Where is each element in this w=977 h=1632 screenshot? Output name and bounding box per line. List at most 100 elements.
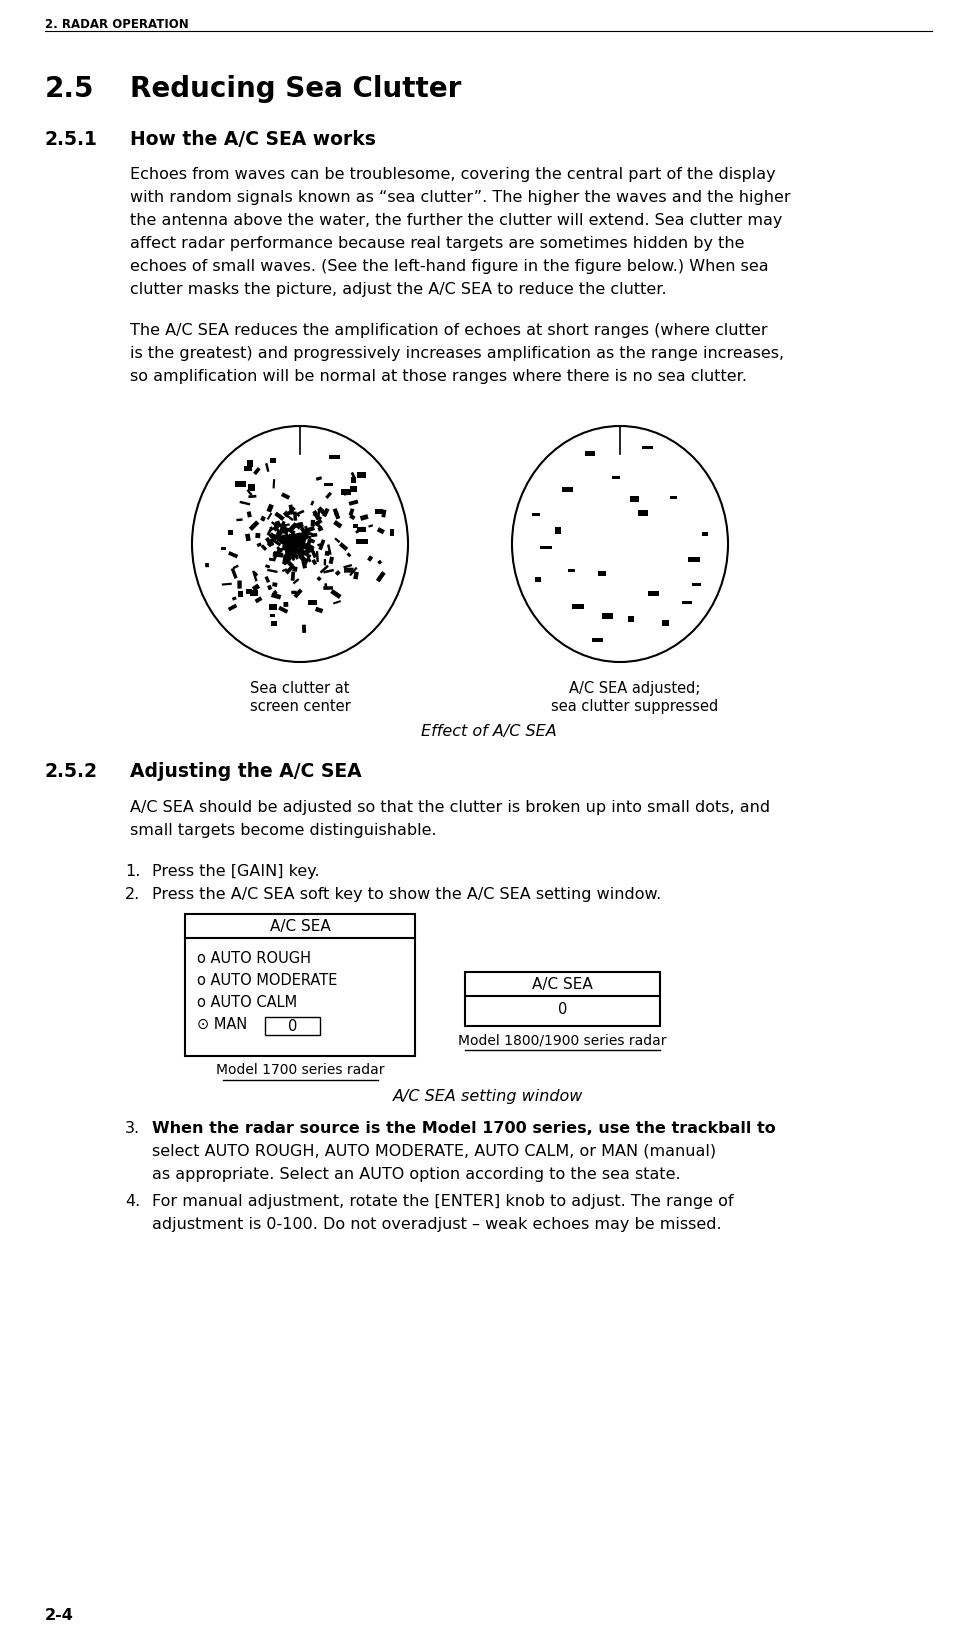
Bar xyxy=(272,539,281,547)
Bar xyxy=(317,524,322,530)
Bar xyxy=(289,537,293,545)
Text: select AUTO ROUGH, AUTO MODERATE, AUTO CALM, or MAN (manual): select AUTO ROUGH, AUTO MODERATE, AUTO C… xyxy=(152,1144,716,1159)
Bar xyxy=(299,542,305,547)
Bar xyxy=(290,543,296,550)
Bar xyxy=(293,542,299,547)
Bar xyxy=(228,604,237,612)
Bar xyxy=(276,530,282,537)
Bar xyxy=(255,597,263,604)
Text: sea clutter suppressed: sea clutter suppressed xyxy=(551,698,719,713)
Bar xyxy=(287,543,296,550)
Text: The A/C SEA reduces the amplification of echoes at short ranges (where clutter: The A/C SEA reduces the amplification of… xyxy=(130,323,768,338)
Bar xyxy=(244,467,252,472)
Bar xyxy=(317,576,321,583)
Text: the antenna above the water, the further the clutter will extend. Sea clutter ma: the antenna above the water, the further… xyxy=(130,212,783,228)
Bar xyxy=(278,539,284,543)
Bar xyxy=(271,459,276,463)
Bar xyxy=(306,540,312,550)
Bar xyxy=(288,542,293,552)
Bar xyxy=(294,542,297,547)
Bar xyxy=(351,473,356,480)
Bar xyxy=(294,537,302,545)
Text: When the radar source is the Model 1700 series, use the trackball to: When the radar source is the Model 1700 … xyxy=(152,1120,776,1136)
Bar xyxy=(267,570,277,574)
Bar xyxy=(278,607,288,614)
Bar xyxy=(228,552,238,560)
Bar xyxy=(349,501,359,506)
Bar xyxy=(285,542,291,548)
Bar xyxy=(280,524,287,532)
Bar xyxy=(327,545,331,555)
Bar xyxy=(269,539,274,543)
Bar xyxy=(285,542,296,550)
Text: 0: 0 xyxy=(288,1018,297,1033)
Bar xyxy=(269,534,277,542)
Bar xyxy=(293,579,299,584)
Bar xyxy=(247,512,252,519)
Bar xyxy=(306,553,312,563)
Bar xyxy=(253,573,258,578)
Bar xyxy=(682,601,692,604)
Bar xyxy=(261,545,268,552)
Bar xyxy=(284,542,293,552)
Bar xyxy=(297,539,304,547)
Bar xyxy=(276,527,285,539)
Bar xyxy=(293,512,297,522)
Bar xyxy=(562,488,573,493)
Bar xyxy=(248,485,255,491)
Bar xyxy=(315,516,319,521)
Bar xyxy=(335,571,341,576)
Bar xyxy=(269,527,274,532)
Bar xyxy=(282,540,286,547)
Bar xyxy=(305,545,312,550)
Bar xyxy=(304,543,311,552)
Bar xyxy=(304,553,310,557)
Bar xyxy=(555,529,561,535)
Bar xyxy=(296,543,305,548)
Bar xyxy=(297,542,302,547)
Bar xyxy=(329,455,340,460)
Text: affect radar performance because real targets are sometimes hidden by the: affect radar performance because real ta… xyxy=(130,237,744,251)
Bar xyxy=(299,545,305,550)
Bar xyxy=(298,540,303,548)
Text: is the greatest) and progressively increases amplification as the range increase: is the greatest) and progressively incre… xyxy=(130,346,785,361)
Bar xyxy=(368,526,373,529)
Bar xyxy=(343,490,347,496)
Bar xyxy=(276,529,279,540)
Bar xyxy=(246,591,252,594)
Bar xyxy=(282,535,286,547)
Text: For manual adjustment, rotate the [ENTER] knob to adjust. The range of: For manual adjustment, rotate the [ENTER… xyxy=(152,1193,734,1208)
Bar xyxy=(333,601,341,605)
Text: Model 1700 series radar: Model 1700 series radar xyxy=(216,1062,384,1077)
Bar xyxy=(293,535,304,545)
Bar xyxy=(290,553,295,561)
Bar xyxy=(339,543,348,552)
Bar xyxy=(267,504,274,514)
Text: 2.: 2. xyxy=(125,886,141,901)
Bar xyxy=(267,512,273,521)
Bar xyxy=(313,514,322,521)
Bar xyxy=(356,540,367,545)
Bar xyxy=(290,534,295,543)
Bar xyxy=(281,539,288,547)
Bar xyxy=(276,537,284,542)
Bar xyxy=(305,550,311,555)
Text: echoes of small waves. (See the left-hand figure in the figure below.) When sea: echoes of small waves. (See the left-han… xyxy=(130,259,769,274)
Bar xyxy=(297,539,303,545)
Bar xyxy=(289,530,296,540)
Bar xyxy=(305,543,310,548)
Bar xyxy=(291,543,297,548)
Bar xyxy=(278,524,284,529)
Bar xyxy=(688,558,700,563)
Bar xyxy=(287,508,296,516)
Bar xyxy=(289,545,293,550)
Bar xyxy=(286,543,291,547)
Bar xyxy=(271,522,279,530)
Bar xyxy=(282,529,288,535)
Bar xyxy=(245,534,251,542)
Text: Model 1800/1900 series radar: Model 1800/1900 series radar xyxy=(458,1033,666,1046)
Bar xyxy=(304,526,309,534)
Bar xyxy=(318,543,321,547)
Bar xyxy=(303,530,313,537)
Bar xyxy=(319,565,329,574)
